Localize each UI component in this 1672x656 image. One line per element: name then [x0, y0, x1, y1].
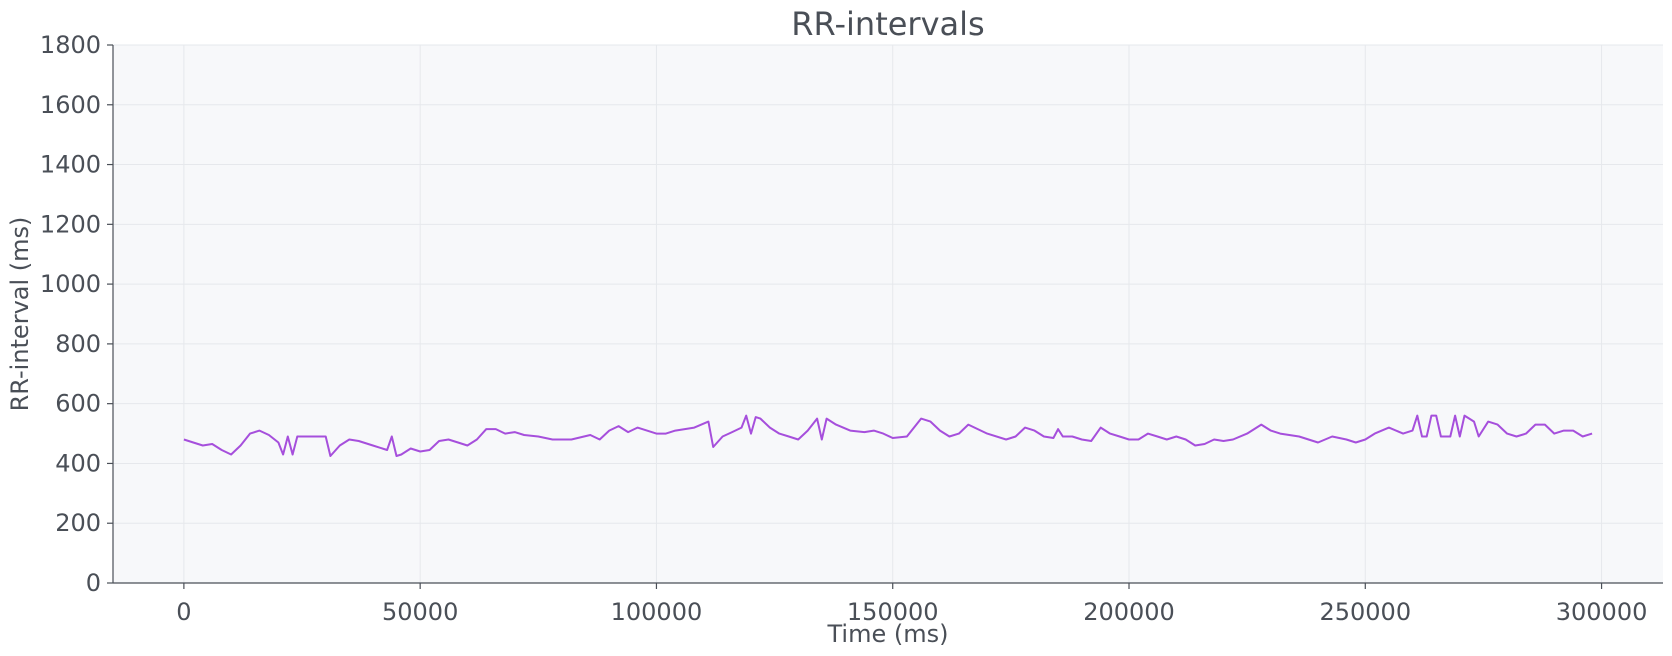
y-tick-label: 200	[55, 509, 101, 537]
plot-area	[113, 45, 1663, 583]
y-tick-label: 1000	[40, 270, 101, 298]
y-tick-label: 600	[55, 390, 101, 418]
y-axis-ticks: 0 200 400 600 800 1000 1200 1400 1600 1800	[40, 31, 113, 597]
x-tick-label: 300000	[1556, 598, 1648, 626]
y-tick-label: 0	[86, 569, 101, 597]
y-gridlines	[113, 44, 1663, 584]
x-tick-label: 250000	[1319, 598, 1411, 626]
y-tick-label: 400	[55, 449, 101, 477]
x-tick-label: 100000	[611, 598, 703, 626]
y-tick-label: 1200	[40, 210, 101, 238]
x-axis-ticks: 0 50000 100000 150000 200000 250000 300000	[176, 583, 1647, 626]
rr-interval-series-line	[183, 414, 1593, 457]
x-gridlines	[183, 45, 1603, 583]
x-tick-label: 200000	[1083, 598, 1175, 626]
x-tick-label: 50000	[382, 598, 458, 626]
x-axis-label: Time (ms)	[827, 620, 949, 648]
x-tick-label: 150000	[847, 598, 939, 626]
y-tick-label: 1800	[40, 31, 101, 59]
y-tick-label: 800	[55, 330, 101, 358]
y-tick-label: 1400	[40, 151, 101, 179]
y-tick-label: 1600	[40, 91, 101, 119]
y-axis-label: RR-interval (ms)	[6, 217, 34, 412]
x-tick-label: 0	[176, 598, 191, 626]
chart-title: RR-intervals	[791, 5, 984, 43]
